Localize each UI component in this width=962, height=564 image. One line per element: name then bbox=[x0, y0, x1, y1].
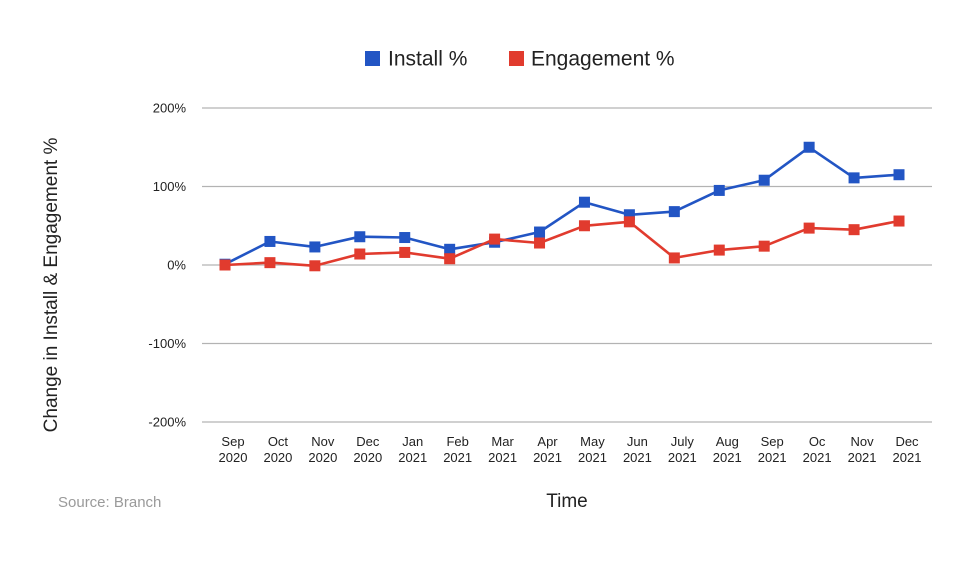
legend: Install % Engagement % bbox=[365, 48, 675, 71]
legend-label: Engagement % bbox=[531, 48, 675, 71]
x-tick-label: Nov bbox=[311, 434, 335, 449]
x-tick-label: Nov bbox=[851, 434, 875, 449]
y-axis-tick-labels: 200% 100% 0% -100% -200% bbox=[148, 101, 186, 430]
source-note: Source: Branch bbox=[58, 494, 161, 511]
y-axis-title: Change in Install & Engagement % bbox=[41, 138, 62, 433]
data-point bbox=[893, 215, 905, 227]
y-tick-label: 200% bbox=[153, 101, 187, 116]
x-tick-label-year: 2021 bbox=[893, 450, 922, 465]
data-point bbox=[758, 240, 770, 252]
data-point bbox=[848, 172, 860, 184]
gridlines bbox=[202, 107, 932, 423]
data-point bbox=[893, 169, 905, 181]
x-tick-label: Apr bbox=[537, 434, 558, 449]
x-tick-label: Feb bbox=[446, 434, 468, 449]
x-tick-label: Dec bbox=[356, 434, 380, 449]
data-point bbox=[399, 246, 411, 258]
data-point bbox=[399, 232, 411, 244]
x-tick-label: Sep bbox=[761, 434, 784, 449]
data-point bbox=[623, 209, 635, 221]
x-tick-label: Oct bbox=[268, 434, 289, 449]
series-install bbox=[219, 141, 905, 270]
x-tick-label: Sep bbox=[221, 434, 244, 449]
data-point bbox=[578, 220, 590, 232]
data-point bbox=[623, 216, 635, 228]
x-tick-label: Dec bbox=[895, 434, 919, 449]
data-point bbox=[803, 141, 815, 153]
x-tick-label-year: 2021 bbox=[623, 450, 652, 465]
x-tick-label: Mar bbox=[491, 434, 514, 449]
data-point bbox=[578, 196, 590, 208]
data-point bbox=[668, 252, 680, 264]
legend-label: Install % bbox=[388, 48, 467, 71]
x-tick-label: Jun bbox=[627, 434, 648, 449]
x-tick-label: July bbox=[671, 434, 695, 449]
y-tick-label: 0% bbox=[167, 258, 186, 273]
data-point bbox=[758, 174, 770, 186]
data-point bbox=[354, 231, 366, 243]
x-tick-label: Oc bbox=[809, 434, 826, 449]
data-point bbox=[668, 206, 680, 218]
y-tick-label: -200% bbox=[148, 415, 186, 430]
x-tick-label-year: 2021 bbox=[488, 450, 517, 465]
series-line bbox=[224, 146, 900, 266]
data-point bbox=[803, 222, 815, 234]
x-tick-label-year: 2021 bbox=[803, 450, 832, 465]
y-tick-label: -100% bbox=[148, 336, 186, 351]
legend-swatch bbox=[365, 51, 380, 66]
data-point bbox=[219, 259, 231, 271]
x-tick-label: Jan bbox=[402, 434, 423, 449]
x-tick-label-year: 2021 bbox=[533, 450, 562, 465]
data-point bbox=[444, 253, 456, 265]
series-engagement bbox=[219, 215, 905, 272]
series-line bbox=[224, 219, 900, 268]
data-point bbox=[534, 237, 546, 249]
data-point bbox=[309, 241, 321, 253]
data-point bbox=[713, 184, 725, 196]
data-point bbox=[354, 248, 366, 260]
x-tick-label-year: 2021 bbox=[713, 450, 742, 465]
data-point bbox=[713, 244, 725, 256]
y-tick-label: 100% bbox=[153, 179, 187, 194]
data-point bbox=[264, 235, 276, 247]
data-point bbox=[489, 233, 501, 245]
data-point bbox=[264, 257, 276, 269]
data-point bbox=[444, 243, 456, 255]
x-tick-label-year: 2021 bbox=[758, 450, 787, 465]
data-point bbox=[309, 260, 321, 272]
x-tick-label-year: 2020 bbox=[219, 450, 248, 465]
x-tick-label: Aug bbox=[716, 434, 739, 449]
data-point bbox=[534, 226, 546, 238]
x-tick-label-year: 2021 bbox=[668, 450, 697, 465]
x-tick-label-year: 2021 bbox=[578, 450, 607, 465]
x-tick-label-year: 2020 bbox=[353, 450, 382, 465]
data-point bbox=[848, 224, 860, 236]
x-tick-label: May bbox=[580, 434, 605, 449]
x-tick-label-year: 2020 bbox=[308, 450, 337, 465]
series-lines bbox=[219, 141, 905, 272]
legend-swatch bbox=[509, 51, 524, 66]
x-tick-label-year: 2021 bbox=[443, 450, 472, 465]
x-tick-label-year: 2020 bbox=[263, 450, 292, 465]
x-tick-label-year: 2021 bbox=[398, 450, 427, 465]
x-tick-label-year: 2021 bbox=[848, 450, 877, 465]
x-axis-title: Time bbox=[546, 491, 588, 512]
x-axis-tick-labels: Sep2020Oct2020Nov2020Dec2020Jan2021Feb20… bbox=[219, 434, 922, 465]
